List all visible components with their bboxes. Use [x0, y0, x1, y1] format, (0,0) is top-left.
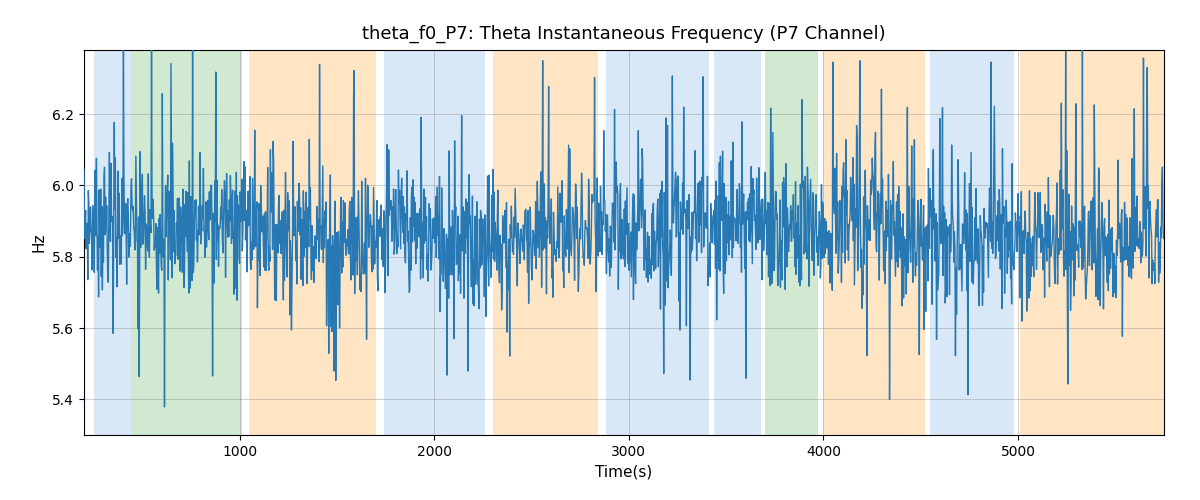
Bar: [606, 50, 709, 435]
Bar: [823, 50, 925, 435]
X-axis label: Time(s): Time(s): [595, 464, 653, 479]
Title: theta_f0_P7: Theta Instantaneous Frequency (P7 Channel): theta_f0_P7: Theta Instantaneous Frequen…: [362, 25, 886, 43]
Bar: [714, 50, 761, 435]
Bar: [493, 50, 598, 435]
Bar: [94, 50, 131, 435]
Bar: [1020, 50, 1164, 435]
Y-axis label: Hz: Hz: [31, 233, 47, 252]
Bar: [131, 50, 241, 435]
Bar: [930, 50, 1014, 435]
Bar: [384, 50, 485, 435]
Bar: [250, 50, 376, 435]
Bar: [766, 50, 817, 435]
